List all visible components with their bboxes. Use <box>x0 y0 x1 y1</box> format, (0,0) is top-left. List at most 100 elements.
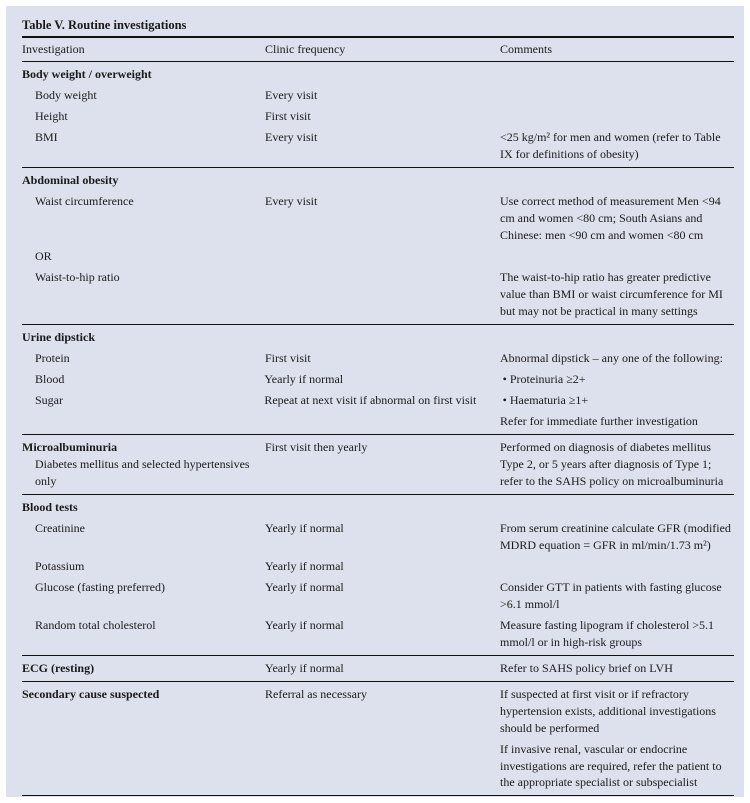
table-section: Urine dipstick Protein First visit Abnormal… <box>22 325 734 436</box>
investigation-cell: Potassium <box>35 559 85 574</box>
comment-cell <box>500 87 732 104</box>
comment-cell: Abnormal dipstick – any one of the follo… <box>500 350 723 365</box>
comment-cell: Use correct method of measurement Men <9… <box>500 194 721 242</box>
section-comment: If suspected at first visit or if refrac… <box>500 687 716 735</box>
investigation-cell: Waist-to-hip ratio <box>35 270 120 285</box>
section-header-row: ECG (resting) Yearly if normal Refer to SA… <box>22 656 734 679</box>
table-body: Body weight / overweight Body weight Every… <box>22 62 734 797</box>
investigation-cell: OR <box>35 249 52 264</box>
section-comment: Performed on diagnosis of diabetes melli… <box>500 440 724 489</box>
section-title: Secondary cause suspected <box>22 687 160 702</box>
section-comment: Refer to SAHS policy brief on LVH <box>500 661 673 676</box>
table-title: Table V. Routine investigations <box>22 18 734 38</box>
frequency-cell: Yearly if normal <box>265 618 344 633</box>
section-header-row: Abdominal obesity <box>22 168 734 191</box>
table-row: Body weight Every visit <box>22 85 734 106</box>
comment-cell: From serum creatinine calculate GFR (mod… <box>500 521 731 552</box>
section-subtitle: Diabetes mellitus and selected hypertens… <box>35 457 250 489</box>
section-cell: Urine dipstick <box>22 329 265 346</box>
table-row: Refer for immediate further investigatio… <box>22 411 734 432</box>
investigation-cell: Waist circumference <box>35 194 134 209</box>
comment-cell: • Haematuria ≥1+ <box>502 393 589 408</box>
investigation-cell: Sugar <box>35 393 63 408</box>
section-comment <box>500 329 732 346</box>
table-row: Blood Yearly if normal • Proteinuria ≥2+ <box>22 369 734 390</box>
frequency-cell: First visit <box>265 350 311 365</box>
table-section: Blood tests Creatinine Yearly if normal Fro… <box>22 495 734 657</box>
table-section: Microalbuminuria Diabetes mellitus and se… <box>22 435 734 496</box>
section-frequency <box>265 66 500 83</box>
section-frequency <box>265 172 500 189</box>
routine-investigations-table: Table V. Routine investigations Investig… <box>22 18 734 797</box>
comment-cell: Consider GTT in patients with fasting gl… <box>500 580 722 612</box>
comment-cell: • Proteinuria ≥2+ <box>502 372 586 387</box>
investigation-cell: Protein <box>35 350 70 365</box>
header-investigation: Investigation <box>22 42 85 56</box>
section-header-row: Microalbuminuria Diabetes mellitus and se… <box>22 435 734 492</box>
table-section: ECG (resting) Yearly if normal Refer to SA… <box>22 656 734 683</box>
frequency-cell: Every visit <box>265 130 318 145</box>
table-section: Abdominal obesity Waist circumference Ever… <box>22 168 734 325</box>
section-title: Body weight / overweight <box>22 66 152 81</box>
table-row: Random total cholesterol Yearly if normal… <box>22 615 734 653</box>
section-frequency <box>265 499 500 516</box>
section-cell: Blood tests <box>22 499 265 516</box>
table-row: Waist-to-hip ratio The waist-to-hip ratio… <box>22 267 734 322</box>
frequency-cell <box>265 413 500 430</box>
investigation-cell: Glucose (fasting preferred) <box>35 580 165 595</box>
header-comments: Comments <box>500 42 553 56</box>
comment-cell <box>500 108 732 125</box>
table-header-row: Investigation Clinic frequency Comments <box>22 38 734 62</box>
section-title: ECG (resting) <box>22 661 95 676</box>
section-cell: ECG (resting) <box>22 660 265 677</box>
investigation-cell: Blood <box>35 372 65 387</box>
section-cell: Secondary cause suspected <box>22 686 265 736</box>
section-comment <box>500 66 732 83</box>
section-comment <box>500 172 732 189</box>
header-clinic-frequency: Clinic frequency <box>265 42 346 56</box>
comment-cell: The waist-to-hip ratio has greater predi… <box>500 270 723 318</box>
table-row: Glucose (fasting preferred) Yearly if nor… <box>22 577 734 615</box>
table-row: Creatinine Yearly if normal From serum cre… <box>22 518 734 556</box>
comment-cell <box>500 558 732 575</box>
frequency-cell <box>265 741 500 791</box>
table-row: Height First visit <box>22 106 734 127</box>
table-row: Sugar Repeat at next visit if abnormal on… <box>22 390 734 411</box>
section-header-row: Urine dipstick <box>22 325 734 348</box>
investigation-cell: Creatinine <box>35 521 85 536</box>
section-title: Urine dipstick <box>22 329 96 344</box>
comment-cell: Measure fasting lipogram if cholesterol … <box>500 618 715 650</box>
section-frequency: First visit then yearly <box>265 440 368 455</box>
frequency-cell: Every visit <box>265 194 318 209</box>
investigation-cell: Height <box>35 109 68 124</box>
section-cell: Microalbuminuria Diabetes mellitus and se… <box>22 439 265 489</box>
frequency-cell: First visit <box>265 109 311 124</box>
table-row: OR <box>22 246 734 267</box>
frequency-cell: Every visit <box>265 87 318 102</box>
investigation-cell <box>22 741 265 791</box>
frequency-cell <box>265 248 500 265</box>
table-row: Protein First visit Abnormal dipstick – an… <box>22 348 734 369</box>
frequency-cell: Yearly if normal <box>265 580 344 595</box>
section-comment <box>500 499 732 516</box>
section-header-row: Blood tests <box>22 495 734 518</box>
section-frequency <box>265 329 500 346</box>
table-panel: Table V. Routine investigations Investig… <box>6 6 744 797</box>
section-title: Blood tests <box>22 500 78 515</box>
table-row: Potassium Yearly if normal <box>22 556 734 577</box>
frequency-cell: Yearly if normal <box>264 372 344 387</box>
section-title: Microalbuminuria <box>22 440 118 455</box>
section-frequency: Referral as necessary <box>265 687 367 702</box>
table-row: Waist circumference Every visit Use correc… <box>22 191 734 246</box>
section-header-row: Secondary cause suspected Referral as nec… <box>22 682 734 739</box>
frequency-cell <box>265 269 500 319</box>
section-cell: Abdominal obesity <box>22 172 265 189</box>
investigation-cell <box>22 413 265 430</box>
section-frequency: Yearly if normal <box>265 661 344 676</box>
investigation-cell: Body weight <box>35 87 97 102</box>
table-row: BMI Every visit <25 kg/m² for men and wome… <box>22 127 734 165</box>
table-section: Secondary cause suspected Referral as nec… <box>22 682 734 797</box>
section-title: Abdominal obesity <box>22 173 119 188</box>
section-cell: Body weight / overweight <box>22 66 265 83</box>
section-header-row: Body weight / overweight <box>22 62 734 85</box>
